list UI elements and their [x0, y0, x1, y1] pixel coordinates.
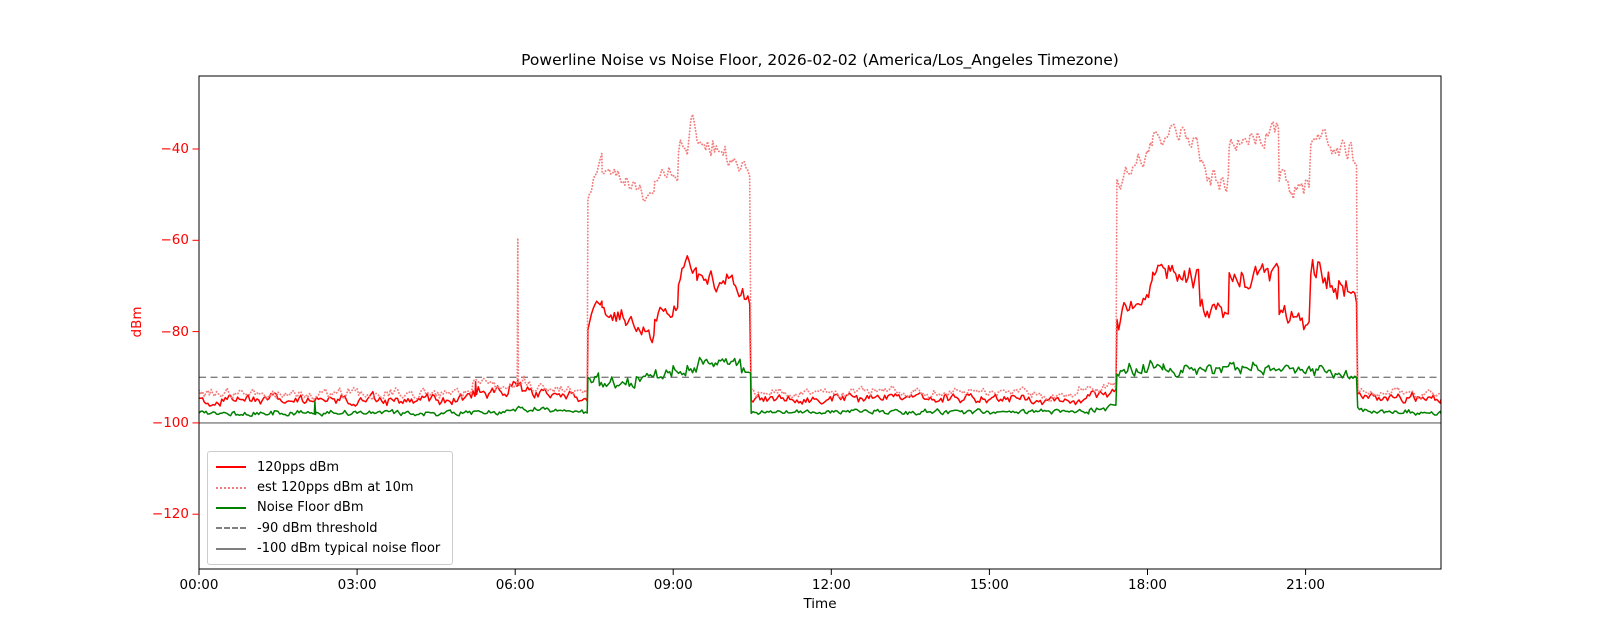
chart-title: Powerline Noise vs Noise Floor, 2026-02-…: [521, 51, 1119, 69]
legend-item-noise-floor: Noise Floor dBm: [216, 498, 444, 518]
legend-line-sample-dotted-red: [216, 486, 246, 489]
y-tick-label-neg40: −40: [160, 141, 190, 158]
x-tick-label-0300: 03:00: [337, 577, 377, 593]
legend-item-label: -90 dBm threshold: [257, 520, 378, 536]
legend-line-sample-dashed-gray: [216, 527, 246, 530]
plot-border: [198, 75, 1442, 570]
legend-item-120pps: 120pps dBm: [216, 457, 444, 477]
series-est-120pps-dbm-at-10m: [199, 113, 1441, 403]
legend: 120pps dBm est 120pps dBm at 10m Noise F…: [207, 451, 453, 565]
legend-line-sample-solid-green: [216, 506, 246, 509]
y-tick-label-neg100: −100: [151, 414, 189, 431]
legend-item-100dbm-noise-floor: -100 dBm typical noise floor: [216, 539, 444, 559]
x-tick-label-0900: 09:00: [653, 577, 693, 593]
legend-line-sample-solid-gray: [216, 547, 246, 550]
series-noise-floor-dbm: [199, 356, 1441, 418]
y-tick-label-neg80: −80: [160, 323, 190, 340]
legend-item-label: est 120pps dBm at 10m: [257, 480, 414, 496]
y-axis-label: dBm: [129, 306, 145, 338]
series-120pps-dbm: [199, 255, 1441, 407]
x-tick-label-1200: 12:00: [811, 577, 851, 593]
y-tick-label-neg120: −120: [151, 506, 189, 523]
y-tick-label-neg60: −60: [160, 232, 190, 249]
x-tick-label-0600: 06:00: [495, 577, 535, 593]
x-axis-label: Time: [803, 596, 837, 612]
x-tick-label-0000: 00:00: [179, 577, 219, 593]
x-tick-label-1500: 15:00: [969, 577, 1009, 593]
legend-line-sample-solid-red: [216, 466, 246, 469]
series-layer: [199, 113, 1441, 424]
legend-item-label: -100 dBm typical noise floor: [257, 541, 441, 557]
legend-item-90dbm-threshold: -90 dBm threshold: [216, 518, 444, 538]
x-tick-label-2100: 21:00: [1286, 577, 1326, 593]
legend-item-label: 120pps dBm: [257, 459, 340, 475]
x-tick-label-1800: 18:00: [1128, 577, 1167, 593]
legend-item-est-120pps-at-10m: est 120pps dBm at 10m: [216, 477, 444, 497]
legend-item-label: Noise Floor dBm: [257, 500, 364, 516]
